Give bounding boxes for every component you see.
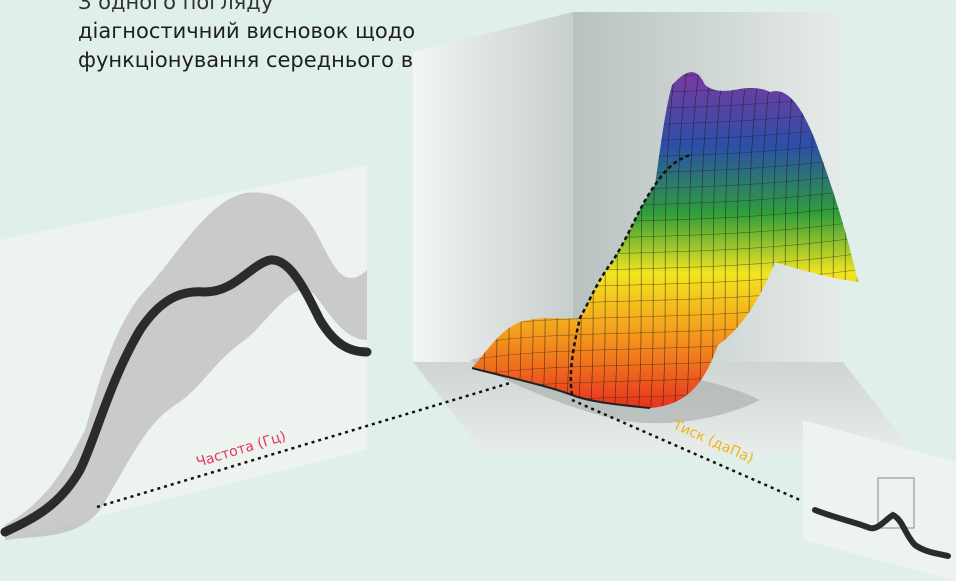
frequency-mean-curve <box>0 255 372 537</box>
mesh-line-vertical <box>685 72 701 409</box>
mesh-line-vertical <box>866 60 880 420</box>
description-text: З одного погляду діагностичний висновок … <box>78 0 458 75</box>
box-left-wall <box>413 12 573 362</box>
mesh-line-vertical <box>661 72 677 409</box>
pressure-marker-box <box>877 477 915 529</box>
frequency-axis-line <box>96 381 511 509</box>
pressure-curve <box>812 507 951 559</box>
surface-frequency-slice <box>569 153 691 396</box>
frequency-variance-band <box>5 192 367 540</box>
mesh-line-vertical <box>853 72 858 409</box>
description-body: діагностичний висновок щодо функціонуван… <box>78 19 458 72</box>
pressure-projection-panel <box>803 420 956 581</box>
mesh-line-vertical <box>697 72 713 409</box>
mesh-line-vertical <box>673 72 689 409</box>
description-cut-line: З одного погляду <box>78 0 274 14</box>
